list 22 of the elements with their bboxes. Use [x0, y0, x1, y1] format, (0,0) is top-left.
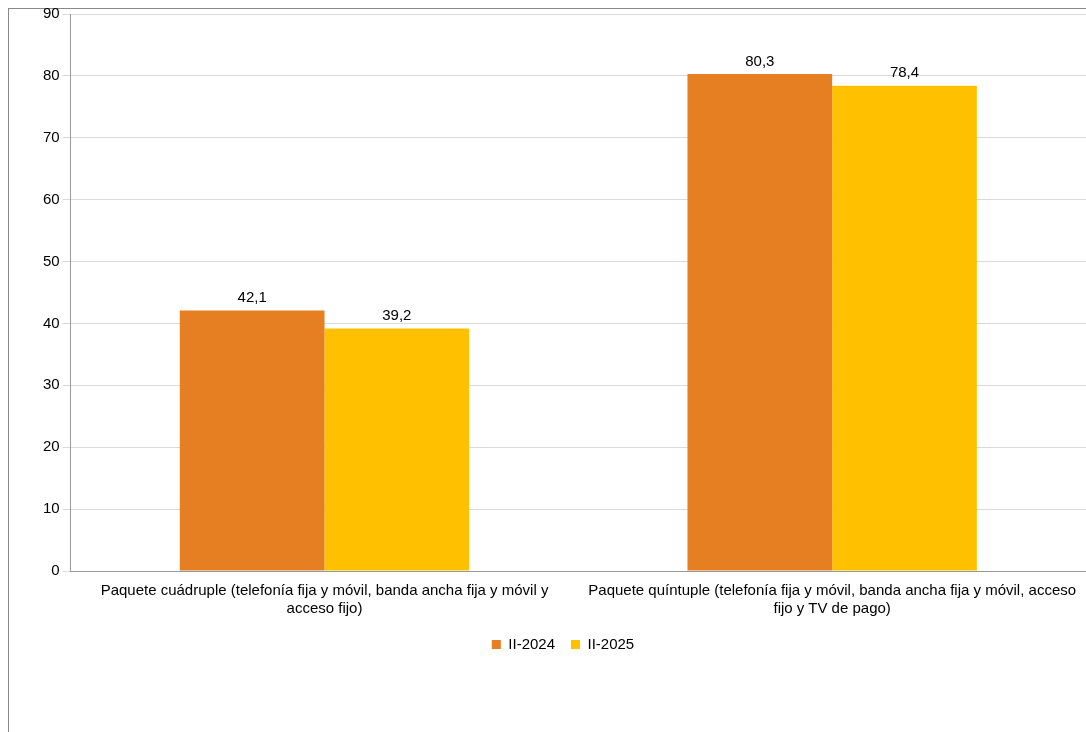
x-tick-label: Paquete quíntuple (telefonía fija y móvil, banda ancha fija y móvil, acceso fijo y TV de pago) [588, 581, 1077, 617]
y-tick-label: 60 [43, 189, 60, 207]
legend-label: II-2025 [587, 634, 635, 652]
y-tick-label: 30 [43, 375, 60, 393]
y-tick-label: 70 [43, 127, 60, 145]
y-tick-label: 90 [43, 4, 60, 22]
x-tick-label: Paquete cuádruple (telefonía fija y móvil, banda ancha fija y móvil y acceso fijo) [100, 581, 549, 617]
y-tick-label: 0 [51, 561, 60, 579]
data-label: 80,3 [745, 51, 775, 69]
data-label: 42,1 [237, 288, 267, 306]
y-tick-label: 40 [43, 313, 60, 331]
legend-label: II-2024 [508, 634, 555, 652]
bar [179, 310, 325, 571]
data-label: 78,4 [889, 63, 920, 81]
data-label: 39,2 [382, 306, 412, 324]
bar [832, 85, 977, 571]
y-tick-label: 20 [43, 437, 60, 455]
y-tick-label: 80 [43, 66, 60, 84]
y-tick-label: 10 [43, 499, 60, 517]
y-tick-label: 50 [43, 251, 60, 269]
bar [687, 74, 833, 571]
bar [324, 328, 470, 571]
